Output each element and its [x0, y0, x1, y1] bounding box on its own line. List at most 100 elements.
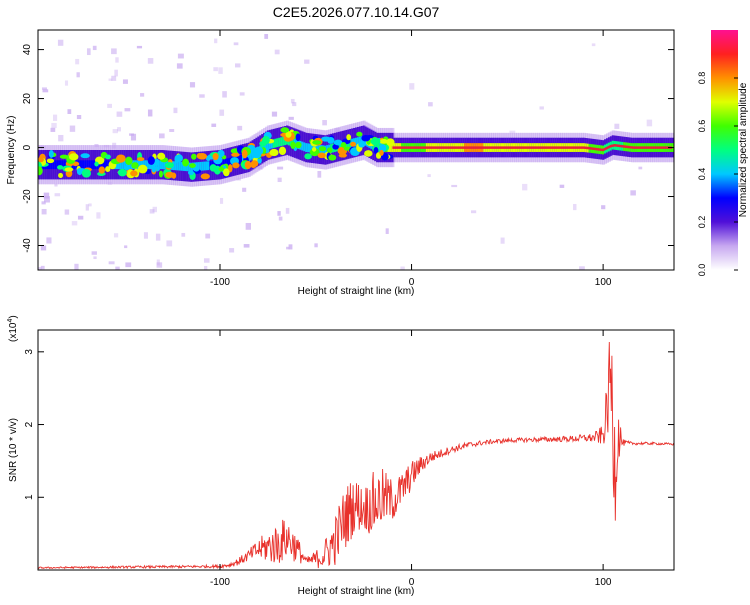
band-inner: [48, 160, 52, 170]
band-inner: [79, 160, 83, 170]
speckle-cell: [409, 83, 415, 90]
band-inner: [301, 141, 305, 151]
band-inner: [58, 160, 62, 170]
ridge-blob: [38, 166, 43, 176]
band-inner: [316, 144, 320, 154]
band-inner: [81, 160, 85, 170]
speckle-cell: [245, 222, 251, 230]
ridge-blob: [212, 153, 219, 161]
speckle-cell: [242, 187, 247, 192]
speckle-cell: [53, 114, 58, 121]
ridge-blob: [157, 152, 166, 160]
ridge-blob: [326, 147, 333, 153]
speckle-cell: [322, 120, 327, 126]
ridge-blob: [223, 168, 230, 177]
ridge-blob: [312, 140, 322, 145]
ridge-blob: [379, 138, 389, 144]
speckle-cell: [646, 119, 653, 127]
ridge-blob: [193, 166, 200, 172]
ridge-blob: [285, 130, 292, 138]
band-inner: [159, 160, 163, 170]
band-inner: [184, 162, 188, 172]
ridge-blob: [356, 131, 363, 137]
band-inner: [88, 160, 92, 170]
speckle-cell: [115, 57, 119, 63]
speckle-cell: [40, 245, 47, 251]
ridge-blob: [252, 151, 262, 159]
speckle-cell: [176, 63, 183, 69]
speckle-cell: [290, 98, 295, 104]
ridge-blob: [69, 153, 79, 161]
speckle-cell: [304, 59, 310, 64]
band-inner: [119, 160, 123, 170]
speckle-cell: [76, 115, 82, 120]
band-inner: [173, 161, 177, 171]
speckle-cell: [108, 261, 115, 265]
speckle-cell: [41, 87, 47, 90]
band-inner: [347, 139, 351, 149]
ridge-blob: [318, 146, 327, 152]
spectrogram-ytick-label: 0: [22, 144, 33, 150]
speckle-cell: [136, 45, 143, 49]
band-inner: [174, 161, 178, 171]
speckle-cell: [169, 129, 175, 132]
speckle-cell: [166, 240, 173, 247]
snr-xlabel: Height of straight line (km): [298, 586, 415, 597]
speckle-cell: [113, 233, 119, 238]
speckle-cell: [38, 267, 42, 270]
band-inner: [125, 160, 129, 170]
speckle-cell: [88, 203, 92, 207]
ridge-blob: [80, 153, 90, 159]
band-inner: [196, 162, 199, 172]
band-inner: [278, 137, 282, 147]
speckle-cell: [50, 127, 56, 132]
ridge-blob: [386, 138, 395, 147]
speckle-cell: [155, 233, 161, 241]
ridge-blob: [158, 170, 164, 178]
ridge-blob: [191, 153, 197, 160]
speckle-cell: [46, 237, 52, 244]
speckle-cell: [286, 246, 290, 250]
band-inner: [247, 152, 251, 162]
band-inner: [217, 160, 221, 170]
speckle-cell: [67, 109, 72, 114]
speckle-cell: [591, 43, 596, 47]
band-inner: [128, 160, 132, 170]
speckle-cell: [211, 123, 217, 127]
band-inner: [337, 142, 341, 151]
band-inner: [307, 143, 311, 153]
spectrogram-content: [38, 33, 674, 270]
speckle-cell: [573, 203, 577, 211]
spectrogram-panel: -100 0 100 -40 -20 0 20 40 Height of straight l…: [6, 29, 675, 297]
speckle-cell: [213, 67, 218, 72]
band-inner: [54, 160, 58, 170]
band-inner: [140, 160, 144, 170]
speckle-cell: [43, 192, 50, 199]
speckle-cell: [124, 108, 131, 112]
band-inner: [345, 140, 349, 150]
ridge-blob: [250, 162, 257, 168]
spectrogram-xlabel: Height of straight line (km): [298, 286, 415, 297]
speckle-cell: [149, 209, 155, 214]
speckle-cell: [115, 266, 120, 270]
speckle-cell: [93, 256, 97, 260]
ridge-blob: [131, 162, 139, 169]
band-inner: [90, 160, 94, 170]
speckle-cell: [559, 184, 565, 188]
band-inner: [82, 160, 86, 170]
speckle-cell: [143, 232, 148, 239]
band-inner: [389, 143, 393, 152]
speckle-cell: [471, 210, 477, 214]
ridge-blob: [116, 154, 126, 163]
speckle-cell: [58, 134, 64, 142]
ridge-blob: [232, 162, 240, 169]
band-inner: [207, 161, 211, 171]
band-inner: [84, 160, 88, 170]
spectrum-ridge-line: [392, 144, 673, 152]
ridge-blob: [174, 155, 180, 163]
spectrogram-frame: [37, 29, 675, 271]
speckle-cell: [500, 237, 505, 244]
band-inner: [186, 162, 190, 172]
colorbar-tick-label: 0.8: [697, 72, 707, 85]
ridge-blob: [278, 146, 287, 156]
